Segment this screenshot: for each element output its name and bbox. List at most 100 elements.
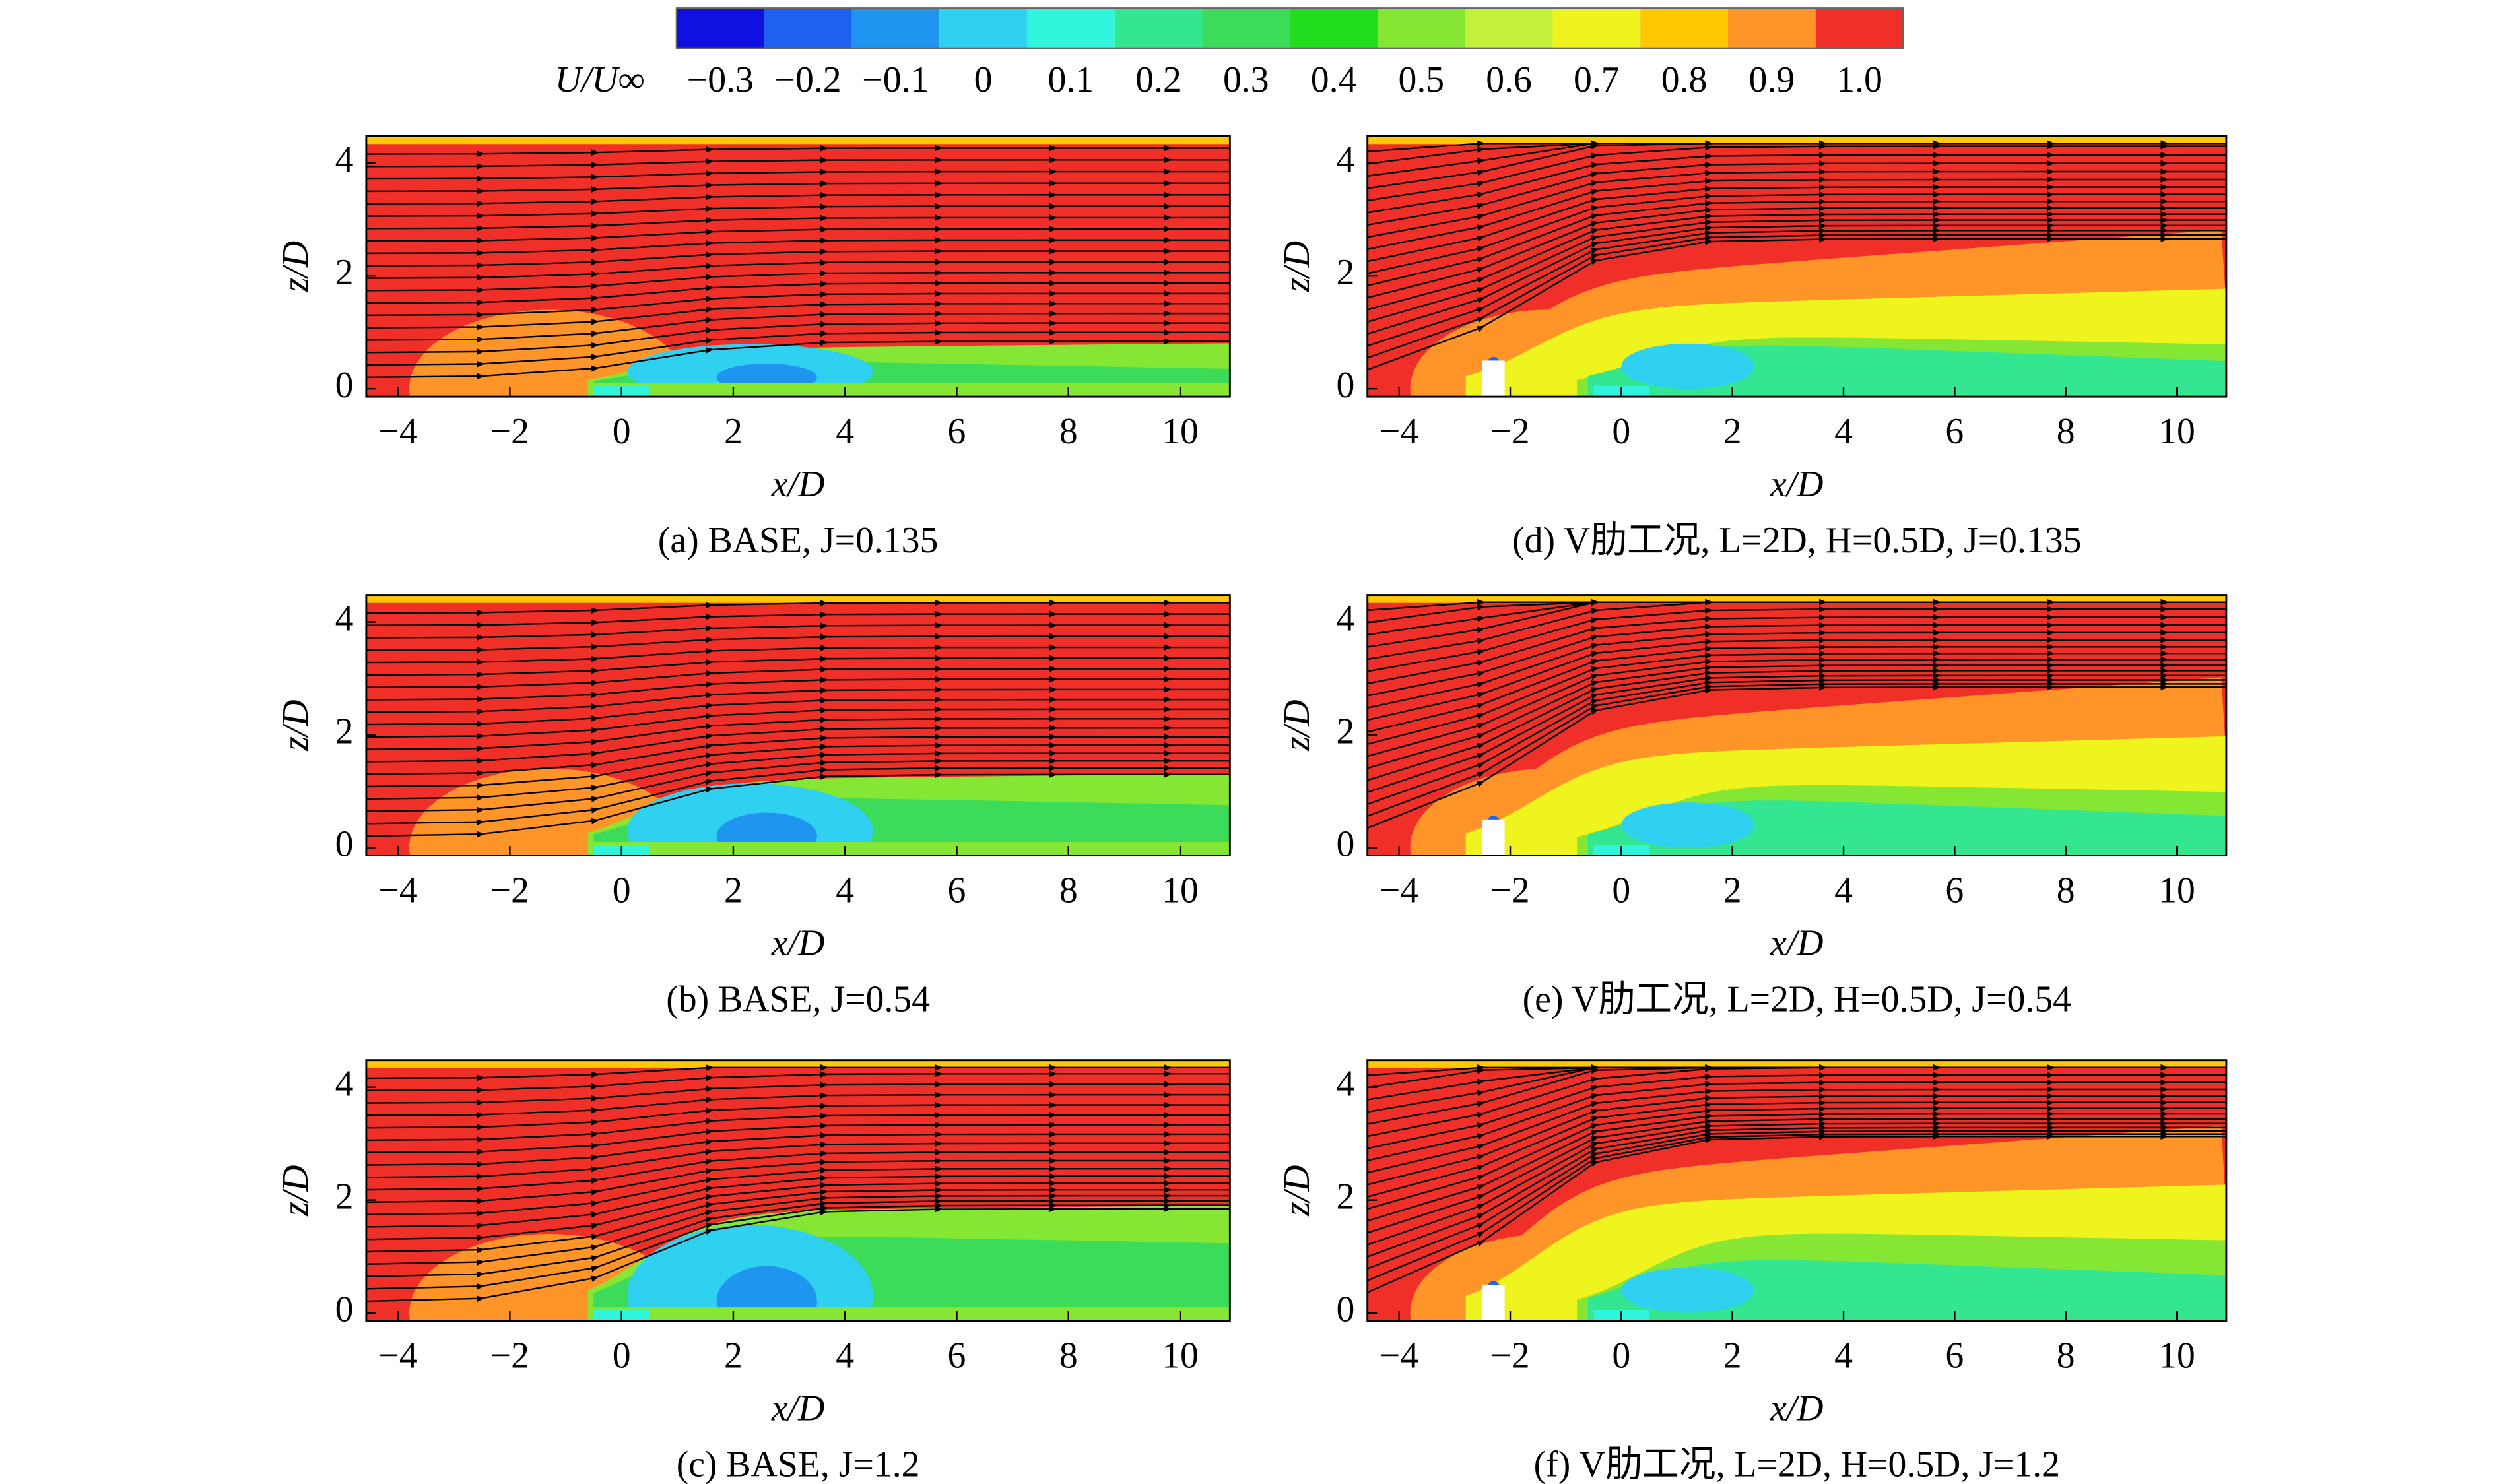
y-tick-label: 4 xyxy=(1336,598,1354,639)
panel-caption: (b) BASE, J=0.54 xyxy=(666,979,930,1019)
x-tick-label: −4 xyxy=(1380,1336,1418,1376)
streamline xyxy=(366,179,1230,195)
x-tick-label: 6 xyxy=(948,411,966,452)
colorbar-tick-label: 0.6 xyxy=(1486,59,1532,100)
flow-region xyxy=(1587,800,2226,856)
x-tick-label: 2 xyxy=(1723,411,1742,452)
colorbar-tick-label: 0 xyxy=(974,59,993,100)
colorbar-swatch xyxy=(851,8,940,48)
x-tick-label: 8 xyxy=(2057,411,2075,452)
x-tick-label: 8 xyxy=(2057,1336,2075,1376)
field xyxy=(1367,595,2226,856)
colorbar-tick-label: 0.5 xyxy=(1399,59,1445,100)
x-tick-label: 8 xyxy=(1059,411,1078,452)
colorbar-swatch xyxy=(939,8,1027,48)
contour-field xyxy=(366,1060,1230,1321)
colorbar-label: U/U∞ xyxy=(555,59,645,100)
y-tick-label: 0 xyxy=(1336,1289,1354,1330)
x-tick-label: 0 xyxy=(613,870,631,911)
field xyxy=(366,1060,1230,1321)
y-tick-label: 0 xyxy=(335,823,354,864)
streamline xyxy=(1367,1064,2226,1076)
streamline xyxy=(366,145,1230,158)
panel-caption: (c) BASE, J=1.2 xyxy=(677,1444,920,1484)
core xyxy=(1621,343,1755,389)
x-tick-label: 2 xyxy=(724,870,743,911)
panel-caption: (f) V肋工况, L=2D, H=0.5D, J=1.2 xyxy=(1534,1444,2060,1484)
field-top xyxy=(366,595,1230,603)
y-tick-label: 2 xyxy=(335,711,354,752)
contour-field xyxy=(366,595,1230,856)
x-tick-label: 0 xyxy=(613,1336,631,1376)
streamline xyxy=(1367,140,2226,152)
contour-field xyxy=(1367,136,2226,397)
colorbar-swatch xyxy=(1465,8,1553,48)
plot-frame xyxy=(365,594,1231,856)
colorbar-tick-label: −0.1 xyxy=(862,59,929,100)
x-tick-label: −2 xyxy=(490,870,529,911)
x-axis-label: x/D xyxy=(771,464,824,505)
x-tick-label: 6 xyxy=(1945,870,1964,911)
v-rib xyxy=(1482,360,1505,397)
v-rib xyxy=(1482,1284,1505,1321)
y-axis-label: z/D xyxy=(275,699,316,751)
panel-caption: (d) V肋工况, L=2D, H=0.5D, J=0.135 xyxy=(1512,520,2081,561)
x-tick-label: 4 xyxy=(836,870,854,911)
colorbar-swatch xyxy=(1377,8,1465,48)
x-tick-label: −2 xyxy=(1490,870,1529,911)
x-tick-label: 6 xyxy=(948,870,966,911)
streamline xyxy=(1367,598,2226,612)
y-tick-label: 2 xyxy=(335,252,354,293)
y-axis-label: z/D xyxy=(1277,1165,1317,1216)
colorbar-swatch xyxy=(1114,8,1203,48)
field xyxy=(1367,136,2226,397)
streamline xyxy=(366,191,1230,207)
x-tick-label: 10 xyxy=(2158,870,2195,911)
x-axis-label: x/D xyxy=(1770,922,1823,963)
y-tick-label: 2 xyxy=(1336,711,1354,752)
plot-frame xyxy=(1366,135,2228,398)
x-tick-label: 10 xyxy=(2158,411,2195,452)
x-tick-label: −2 xyxy=(490,411,529,452)
y-axis-label: z/D xyxy=(275,1165,316,1216)
x-axis-label: x/D xyxy=(771,1388,824,1429)
x-tick-label: 6 xyxy=(1945,411,1964,452)
core xyxy=(1621,1268,1755,1313)
plot-frame xyxy=(1366,594,2228,856)
colorbar-swatch xyxy=(676,8,764,48)
plot-frame xyxy=(1366,1059,2228,1322)
y-tick-label: 4 xyxy=(335,598,354,639)
field xyxy=(1367,1060,2226,1321)
x-tick-label: 10 xyxy=(1162,411,1199,452)
x-tick-label: 8 xyxy=(1059,1336,1078,1376)
v-rib xyxy=(1482,819,1505,856)
y-tick-label: 4 xyxy=(1336,1064,1354,1105)
colorbar-tick-label: −0.2 xyxy=(775,59,842,100)
colorbar-tick-label: 1.0 xyxy=(1836,59,1882,100)
x-tick-label: 2 xyxy=(724,411,743,452)
colorbar-tick-label: 0.7 xyxy=(1574,59,1620,100)
x-tick-label: 8 xyxy=(1059,870,1078,911)
y-axis-label: z/D xyxy=(275,241,316,292)
x-tick-label: 8 xyxy=(2057,870,2075,911)
x-axis-label: x/D xyxy=(771,922,824,963)
x-tick-label: 6 xyxy=(1945,1336,1964,1376)
x-tick-label: 4 xyxy=(1834,411,1853,452)
x-tick-label: 2 xyxy=(1723,870,1742,911)
colorbar-swatch xyxy=(1202,8,1290,48)
colorbar-tick-label: 0.2 xyxy=(1135,59,1181,100)
y-tick-label: 0 xyxy=(1336,365,1354,406)
x-tick-label: 4 xyxy=(1834,870,1853,911)
colorbar-swatch xyxy=(1290,8,1378,48)
plot-frame xyxy=(365,1059,1231,1322)
colorbar-swatch xyxy=(1026,8,1115,48)
x-tick-label: −4 xyxy=(1380,411,1418,452)
y-tick-label: 2 xyxy=(1336,252,1354,293)
colorbar-tick-label: 0.9 xyxy=(1749,59,1795,100)
x-tick-label: −4 xyxy=(378,870,417,911)
colorbar-tick-label: 0.3 xyxy=(1223,59,1269,100)
y-tick-label: 0 xyxy=(335,1289,354,1330)
streamline xyxy=(366,168,1230,182)
x-tick-label: 4 xyxy=(836,1336,854,1376)
x-tick-label: 0 xyxy=(1612,411,1630,452)
